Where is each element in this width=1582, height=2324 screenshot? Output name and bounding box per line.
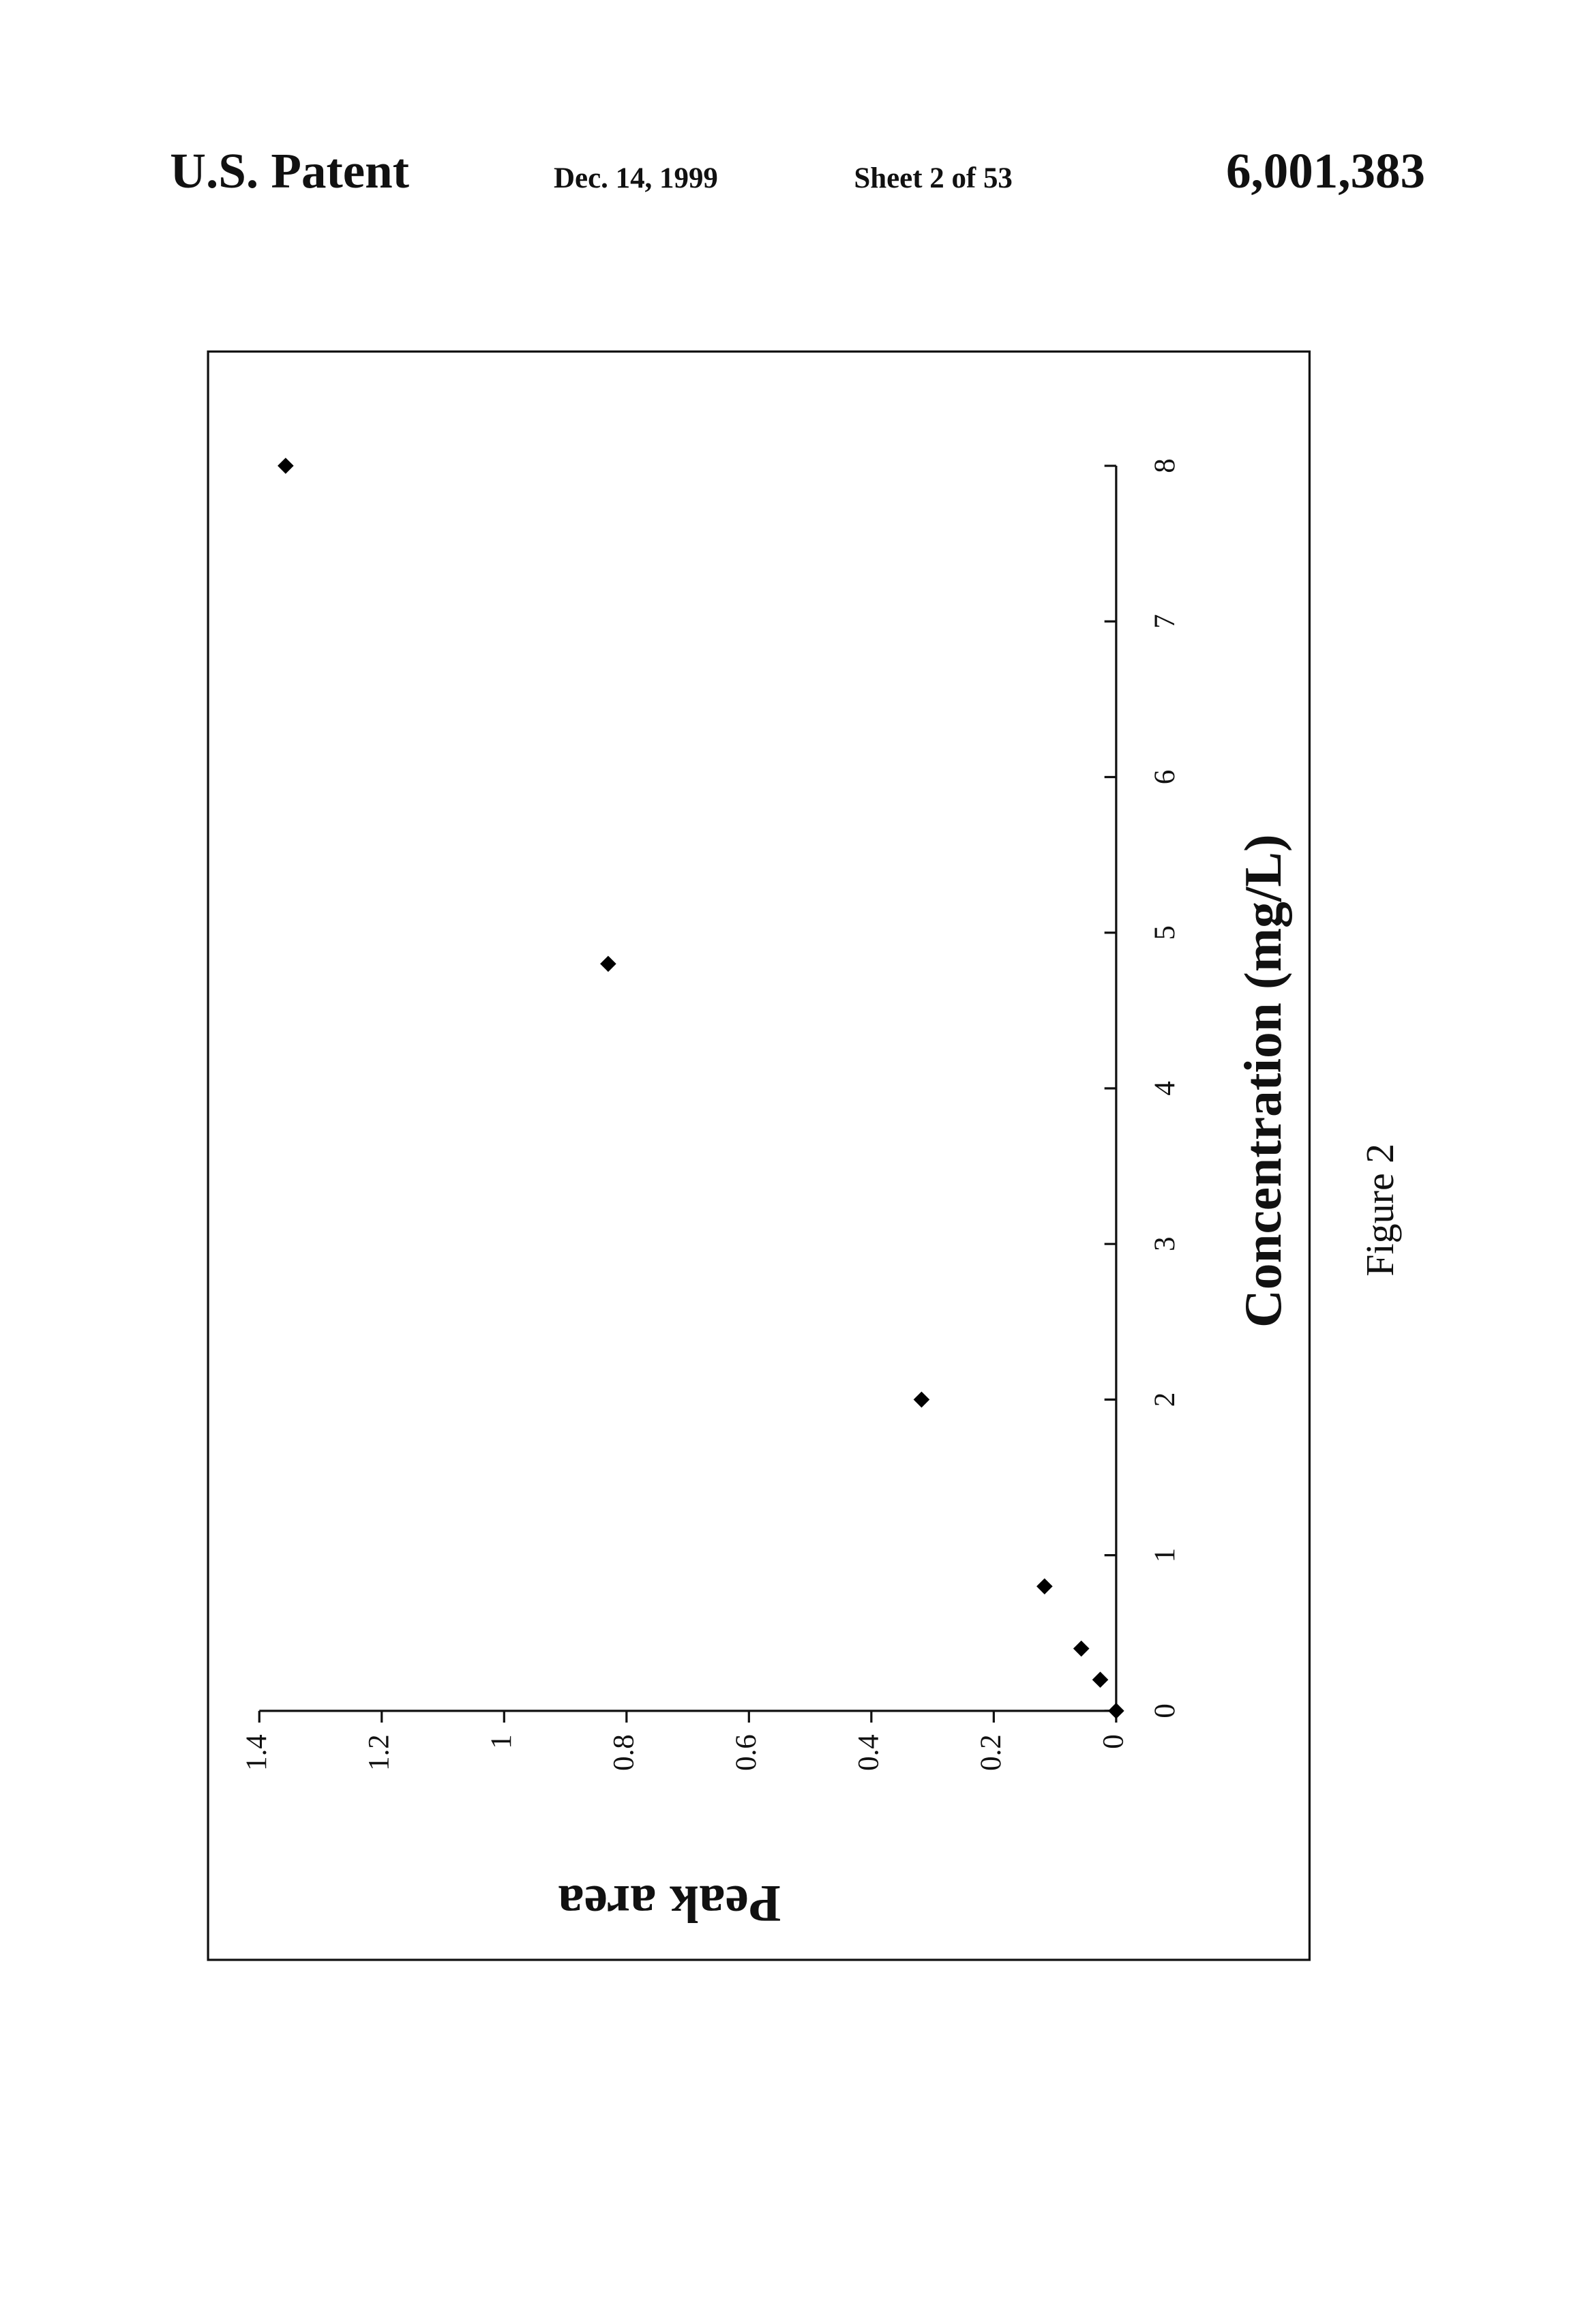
patent-sheet: U.S. Patent Dec. 14, 1999 Sheet 2 of 53 … <box>0 0 1582 2324</box>
data-point <box>1092 1671 1109 1688</box>
y-tick-label: 1.2 <box>363 1734 395 1771</box>
page: {"header": {"left": "U.S. Patent", "date… <box>0 0 1582 2324</box>
figure-label: Figure 2 <box>1358 1144 1402 1277</box>
header-date: Dec. 14, 1999 <box>554 162 718 194</box>
data-point <box>600 956 616 972</box>
x-tick-label: 3 <box>1149 1236 1181 1251</box>
x-tick-label: 0 <box>1149 1703 1181 1718</box>
x-tick-label: 4 <box>1149 1081 1181 1095</box>
x-tick-label: 5 <box>1149 925 1181 940</box>
x-axis-title: Concentration (mg/L) <box>1234 834 1292 1328</box>
y-axis-title: Peak area <box>558 1875 781 1933</box>
header-sheet: Sheet 2 of 53 <box>854 162 1013 194</box>
y-tick-label: 0.2 <box>975 1734 1007 1771</box>
y-tick-label: 0.6 <box>730 1734 762 1771</box>
data-point <box>278 458 294 474</box>
y-tick-label: 0.8 <box>608 1734 640 1771</box>
header-number: 6,001,383 <box>1226 143 1425 198</box>
header-left: U.S. Patent <box>170 143 409 198</box>
data-point <box>1036 1578 1053 1594</box>
data-point <box>1108 1703 1124 1719</box>
figure-frame <box>208 352 1309 1960</box>
y-tick-label: 1 <box>486 1734 518 1748</box>
data-point <box>914 1392 930 1408</box>
y-tick-label: 1.4 <box>241 1734 273 1771</box>
x-tick-label: 2 <box>1149 1392 1181 1407</box>
x-tick-label: 7 <box>1149 614 1181 629</box>
x-tick-label: 1 <box>1149 1548 1181 1562</box>
data-point <box>1073 1641 1090 1657</box>
x-tick-label: 6 <box>1149 770 1181 784</box>
y-tick-label: 0 <box>1098 1734 1130 1748</box>
x-tick-label: 8 <box>1149 458 1181 473</box>
y-tick-label: 0.4 <box>853 1734 885 1771</box>
